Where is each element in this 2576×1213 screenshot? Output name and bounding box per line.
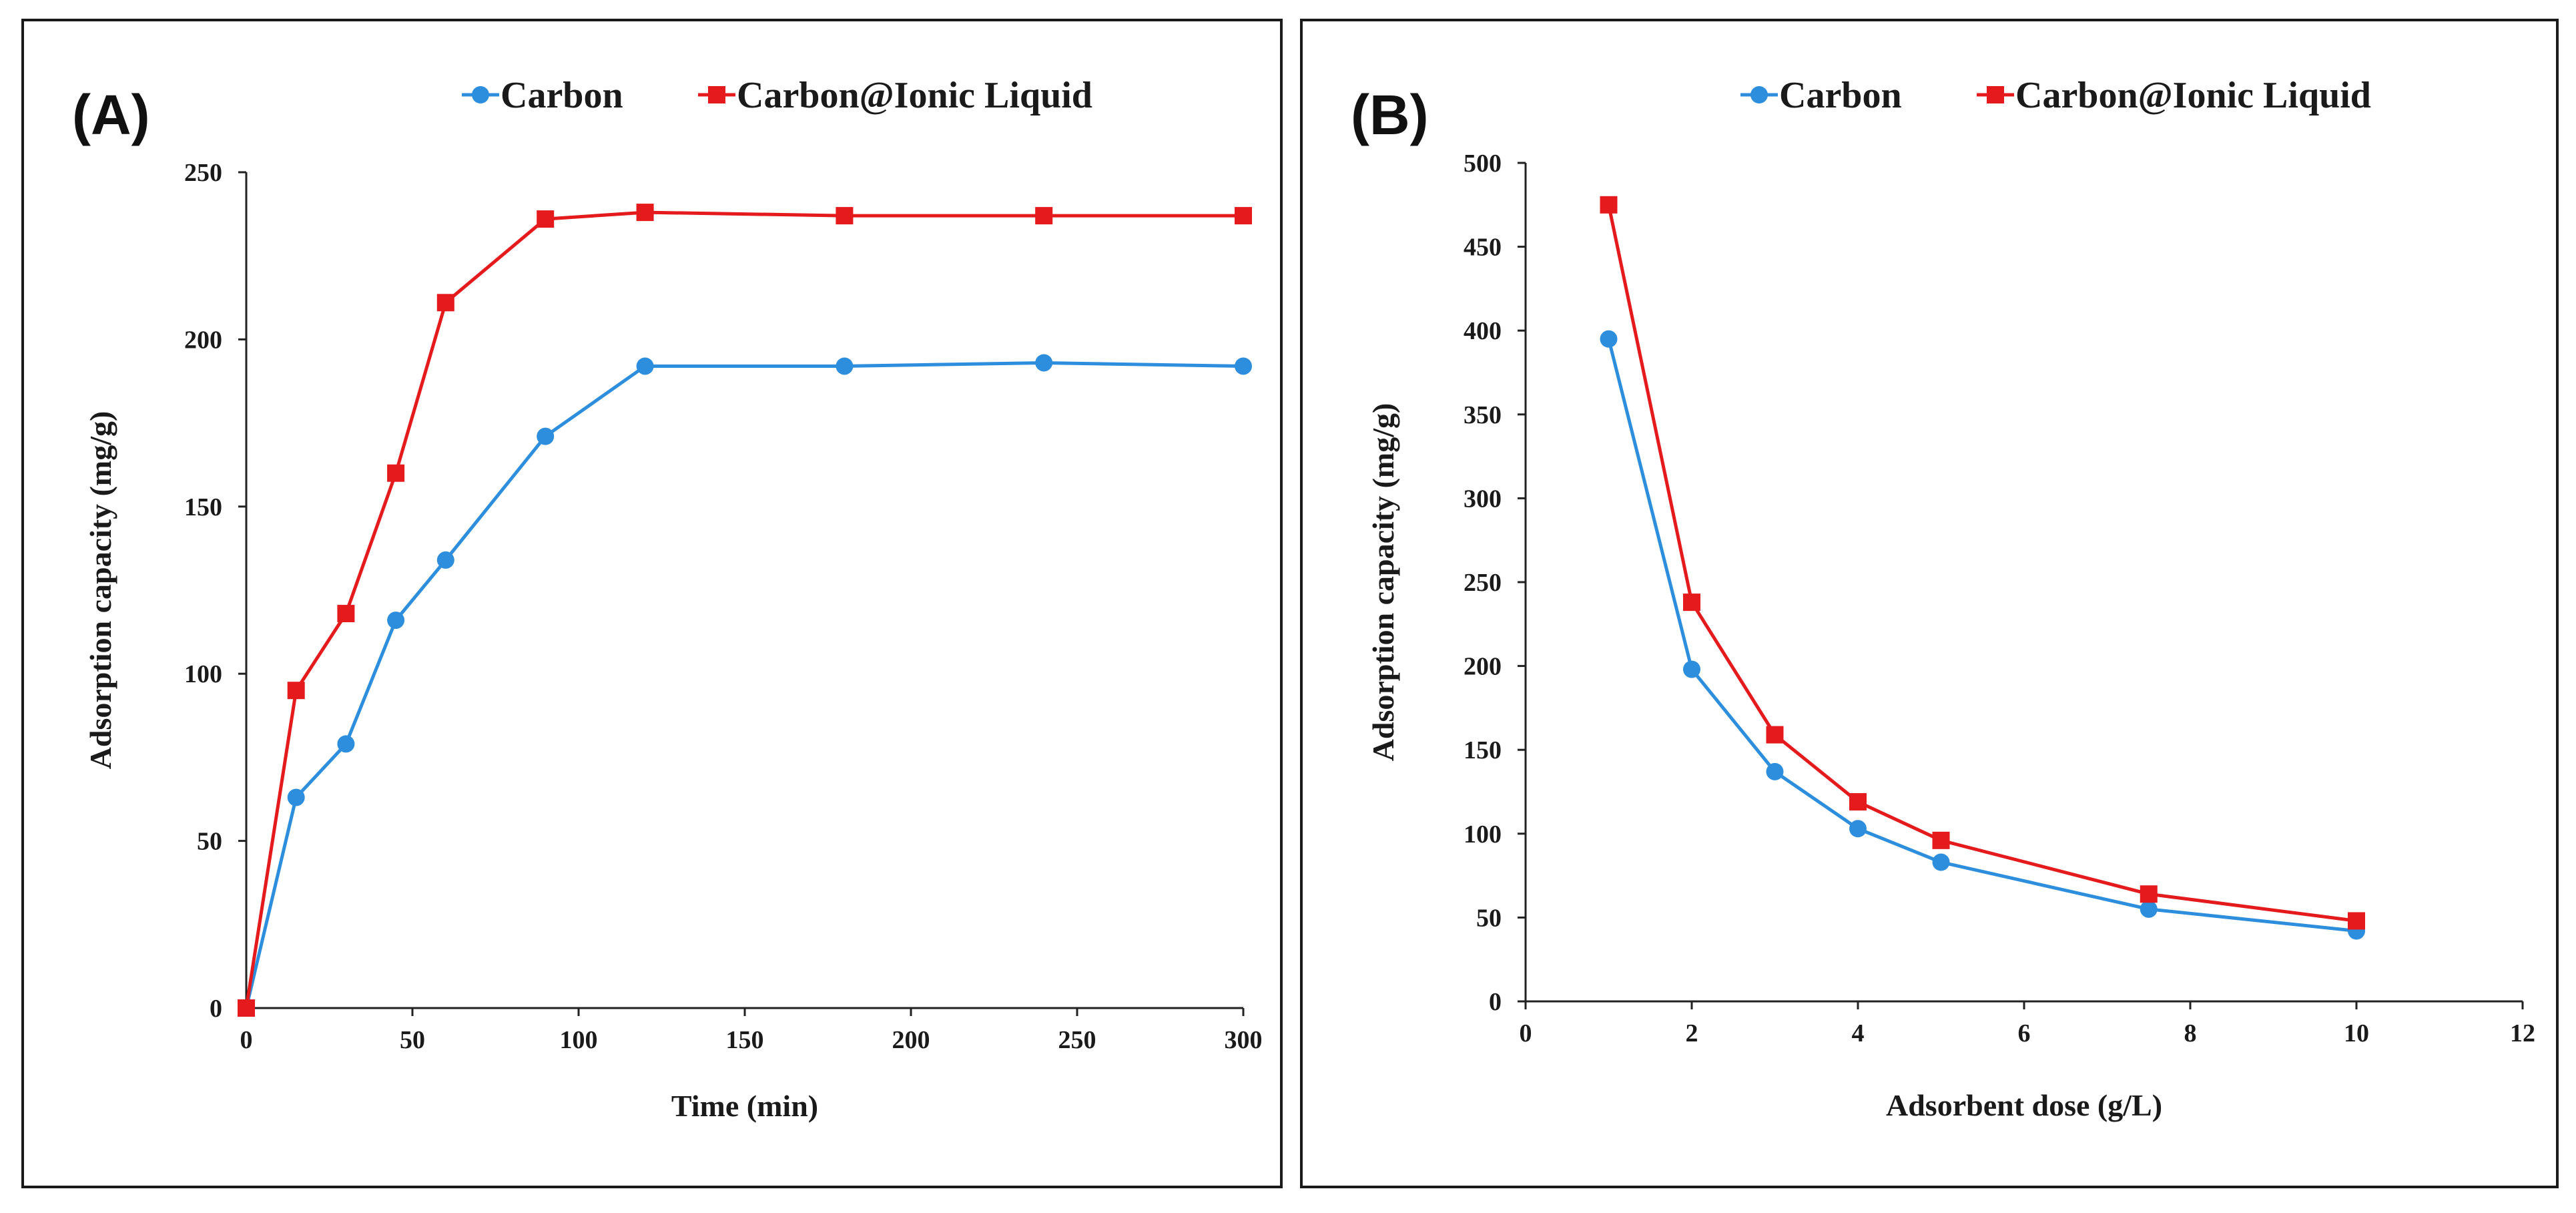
- data-point-carbon: [1600, 330, 1618, 348]
- data-point-carbon: [2140, 900, 2158, 918]
- x-tick-label: 300: [1225, 1026, 1263, 1054]
- x-tick-label: 200: [892, 1026, 930, 1054]
- data-point-carbon-ionic-liquid: [287, 682, 305, 700]
- y-axis-title: Adsorption capacity (mg/g): [83, 411, 117, 770]
- data-point-carbon-ionic-liquid: [537, 210, 555, 228]
- y-tick-label: 100: [184, 660, 222, 688]
- x-tick-label: 8: [2184, 1019, 2197, 1047]
- data-point-carbon: [1932, 853, 1950, 871]
- data-point-carbon: [537, 427, 555, 445]
- data-point-carbon: [1849, 820, 1867, 838]
- y-tick-label: 450: [1464, 234, 1502, 262]
- x-tick-label: 150: [726, 1026, 764, 1054]
- data-point-carbon-ionic-liquid: [2140, 885, 2158, 903]
- data-point-carbon: [1766, 762, 1784, 780]
- x-tick-label: 6: [2018, 1019, 2031, 1047]
- chart-panel-a: (A) 0 50 100 150 200 250 0 50 100 150 200 250 300 Tim…: [21, 19, 1283, 1188]
- x-tick-label: 10: [2344, 1019, 2369, 1047]
- data-point-carbon: [636, 357, 654, 375]
- x-axis-title: Time (min): [671, 1089, 818, 1123]
- y-tick-label: 0: [1489, 988, 1502, 1016]
- y-axis-title: Adsorption capacity (mg/g): [1366, 403, 1400, 762]
- line-chart-a: 0 50 100 150 200 250 0 50 100 150 200 250 300 Time (m…: [83, 75, 1263, 1123]
- y-tick-label: 150: [184, 493, 222, 521]
- x-tick-label: 2: [1686, 1019, 1698, 1047]
- x-tick-label: 250: [1058, 1026, 1096, 1054]
- series-line-carbon-ionic-liquid: [1607, 204, 2357, 923]
- data-point-carbon-ionic-liquid: [1035, 207, 1053, 225]
- legend-label-carbon-ionic-liquid: Carbon@Ionic Liquid: [2015, 75, 2371, 116]
- data-point-carbon: [1035, 354, 1053, 372]
- data-point-carbon: [1683, 660, 1700, 678]
- x-tick-label: 50: [400, 1026, 425, 1054]
- data-point-carbon-ionic-liquid: [238, 999, 255, 1017]
- data-point-carbon-ionic-liquid: [636, 204, 654, 222]
- x-tick-label: 4: [1852, 1019, 1865, 1047]
- y-tick-label: 150: [1464, 736, 1502, 764]
- data-point-carbon: [436, 551, 454, 569]
- data-point-carbon-ionic-liquid: [337, 605, 355, 623]
- y-tick-label: 500: [1464, 150, 1502, 178]
- data-point-carbon: [836, 357, 854, 375]
- x-tick-label: 12: [2510, 1019, 2535, 1047]
- data-point-carbon-ionic-liquid: [387, 464, 405, 482]
- y-tick-label: 50: [197, 828, 222, 856]
- y-tick-label: 400: [1464, 317, 1502, 345]
- chart-panel-b: (B) 0 50 100 150 200 250 300 350 400 450 500 0 2 4 6 8 1…: [1300, 19, 2559, 1188]
- data-point-carbon: [387, 612, 405, 630]
- y-tick-label: 0: [210, 995, 222, 1023]
- legend-marker-carbon: [472, 86, 489, 103]
- data-point-carbon: [337, 735, 355, 753]
- data-point-carbon: [287, 788, 305, 806]
- data-point-carbon-ionic-liquid: [436, 294, 454, 312]
- data-point-carbon-ionic-liquid: [1600, 196, 1618, 214]
- data-point-carbon-ionic-liquid: [1683, 593, 1700, 612]
- y-tick-label: 200: [1464, 653, 1502, 681]
- legend-marker-carbon-ionic-liquid: [1987, 86, 2004, 103]
- series-line-carbon-ionic-liquid: [244, 210, 1243, 1009]
- data-point-carbon-ionic-liquid: [1766, 726, 1784, 744]
- series-line-carbon: [1607, 338, 2357, 933]
- data-point-carbon-ionic-liquid: [1932, 831, 1950, 849]
- legend-label-carbon-ionic-liquid: Carbon@Ionic Liquid: [737, 75, 1092, 116]
- legend-label-carbon: Carbon: [1779, 75, 1902, 116]
- y-tick-label: 200: [184, 326, 222, 354]
- data-point-carbon-ionic-liquid: [2348, 912, 2365, 930]
- x-tick-label: 0: [1520, 1019, 1532, 1047]
- legend-marker-carbon: [1750, 86, 1768, 103]
- data-point-carbon-ionic-liquid: [836, 207, 854, 225]
- panel-label: (A): [72, 83, 150, 146]
- y-tick-label: 250: [184, 159, 222, 187]
- x-tick-label: 0: [240, 1026, 253, 1054]
- legend-label-carbon: Carbon: [501, 75, 623, 116]
- line-chart-b: 0 50 100 150 200 250 300 350 400 450 500 0 2 4 6 8 10 12 A…: [1366, 75, 2535, 1122]
- x-axis-title: Adsorbent dose (g/L): [1886, 1088, 2162, 1122]
- panel-label: (B): [1351, 83, 1429, 146]
- y-tick-label: 50: [1476, 904, 1502, 932]
- data-point-carbon-ionic-liquid: [1849, 793, 1867, 811]
- y-tick-label: 350: [1464, 401, 1502, 429]
- y-tick-label: 250: [1464, 569, 1502, 597]
- y-tick-label: 300: [1464, 485, 1502, 513]
- data-point-carbon-ionic-liquid: [1235, 207, 1252, 225]
- x-tick-label: 100: [560, 1026, 598, 1054]
- data-point-carbon: [1235, 357, 1252, 375]
- series-line-carbon: [244, 361, 1244, 1009]
- legend-marker-carbon-ionic-liquid: [708, 86, 725, 103]
- y-tick-label: 100: [1464, 820, 1502, 848]
